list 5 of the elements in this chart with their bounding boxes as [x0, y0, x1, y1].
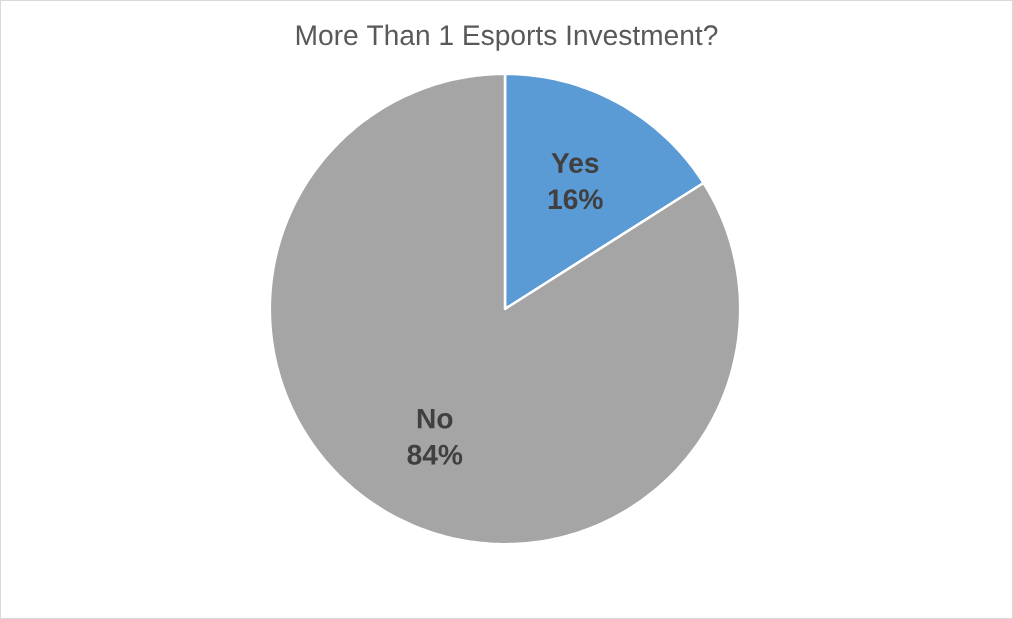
chart-title: More Than 1 Esports Investment? [296, 24, 718, 51]
slice-label: No [417, 408, 453, 429]
data-label: 16% [548, 189, 603, 210]
slice-label: Yes [551, 153, 599, 173]
data-label: 84% [407, 444, 463, 465]
